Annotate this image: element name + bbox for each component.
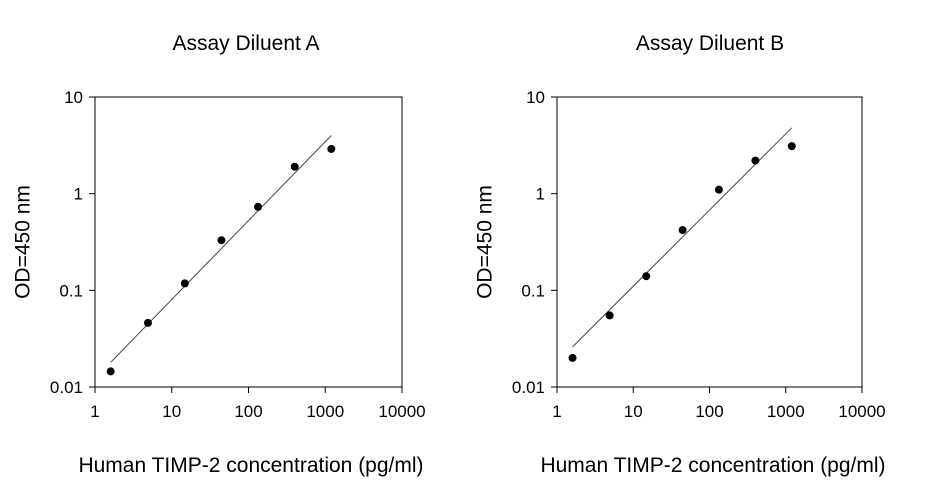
chart-panel-a: 1 10 100 1000 10000 0.01 0.1 1 10 Assay Diluent A… xyxy=(11,32,425,477)
data-point xyxy=(751,156,760,165)
plot-frame xyxy=(556,96,863,388)
y-tick-label: 10 xyxy=(526,88,545,107)
data-point xyxy=(642,272,651,281)
x-tick-label: 10000 xyxy=(378,402,425,421)
y-axis-label: OD=450 nm xyxy=(11,185,34,299)
y-tick-label: 0.1 xyxy=(59,281,83,300)
y-axis-label: OD=450 nm xyxy=(473,185,496,299)
plot-frame xyxy=(94,96,403,388)
x-tick-label: 1 xyxy=(90,402,99,421)
chart-title: Assay Diluent B xyxy=(636,32,784,55)
data-point xyxy=(678,226,687,235)
y-tick-label: 0.01 xyxy=(512,378,545,397)
x-tick-label: 1000 xyxy=(767,402,805,421)
y-tick-label: 0.1 xyxy=(521,281,545,300)
data-point xyxy=(217,236,226,245)
chart-title: Assay Diluent A xyxy=(172,32,319,55)
data-point xyxy=(787,142,796,151)
data-point xyxy=(327,144,336,153)
x-tick-label: 100 xyxy=(695,402,723,421)
y-tick-label: 0.01 xyxy=(50,378,83,397)
x-tick-label: 10 xyxy=(162,402,181,421)
fit-line xyxy=(110,135,332,363)
y-tick-label: 1 xyxy=(536,185,545,204)
x-tick-label: 1 xyxy=(552,402,561,421)
y-tick-label: 10 xyxy=(64,88,83,107)
x-tick-label: 10 xyxy=(624,402,643,421)
data-point xyxy=(180,279,189,288)
data-point xyxy=(568,353,577,362)
data-point xyxy=(605,311,614,320)
data-point xyxy=(143,318,152,327)
data-point xyxy=(714,185,723,194)
data-point xyxy=(290,162,299,171)
x-axis-label: Human TIMP-2 concentration (pg/ml) xyxy=(540,454,885,477)
x-axis-label: Human TIMP-2 concentration (pg/ml) xyxy=(78,454,423,477)
x-tick-label: 100 xyxy=(234,402,262,421)
chart-panel-b: 1 10 100 1000 10000 0.01 0.1 1 10 Assay Diluent B… xyxy=(473,32,885,477)
data-point xyxy=(106,367,115,376)
x-tick-label: 10000 xyxy=(838,402,885,421)
y-tick-label: 1 xyxy=(74,185,83,204)
data-point xyxy=(254,202,263,211)
x-tick-label: 1000 xyxy=(306,402,344,421)
